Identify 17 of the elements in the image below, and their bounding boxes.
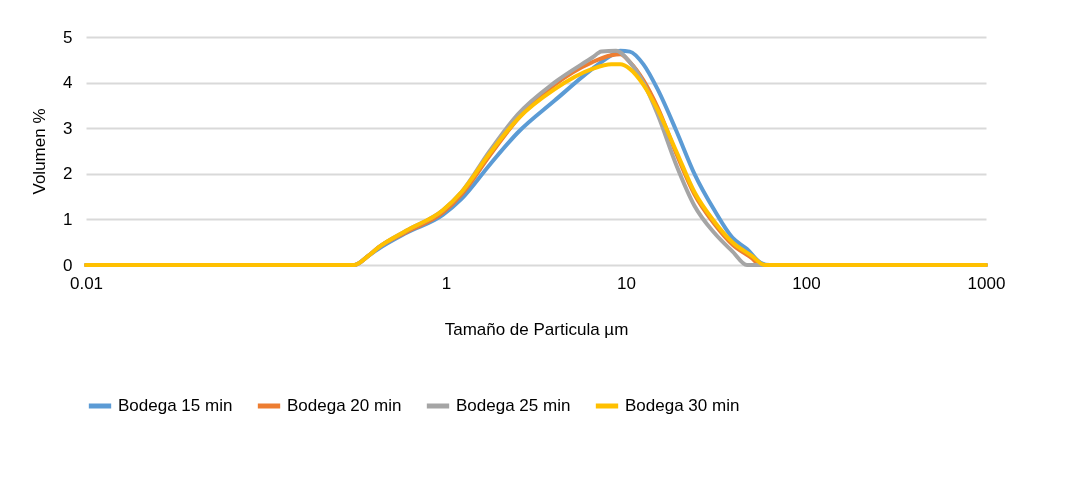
y-axis-title: Volumen % <box>30 108 50 195</box>
y-tick-label: 4 <box>63 73 73 93</box>
legend-label: Bodega 20 min <box>287 396 402 415</box>
x-tick-label: 1000 <box>967 273 1006 293</box>
y-tick-label: 5 <box>63 27 73 47</box>
x-tick-label: 1 <box>441 273 452 293</box>
x-axis-title: Tamaño de Particula µm <box>444 319 629 339</box>
legend-label: Bodega 30 min <box>625 396 740 415</box>
legend-label: Bodega 15 min <box>118 396 233 415</box>
y-tick-label: 2 <box>63 164 73 184</box>
x-tick-label: 10 <box>617 273 636 293</box>
x-tick-label: 0.01 <box>69 273 104 293</box>
y-tick-label: 0 <box>63 255 73 275</box>
y-tick-label: 3 <box>63 118 73 138</box>
legend-label: Bodega 25 min <box>456 396 571 415</box>
x-tick-label: 100 <box>792 273 821 293</box>
y-tick-label: 1 <box>63 209 73 229</box>
